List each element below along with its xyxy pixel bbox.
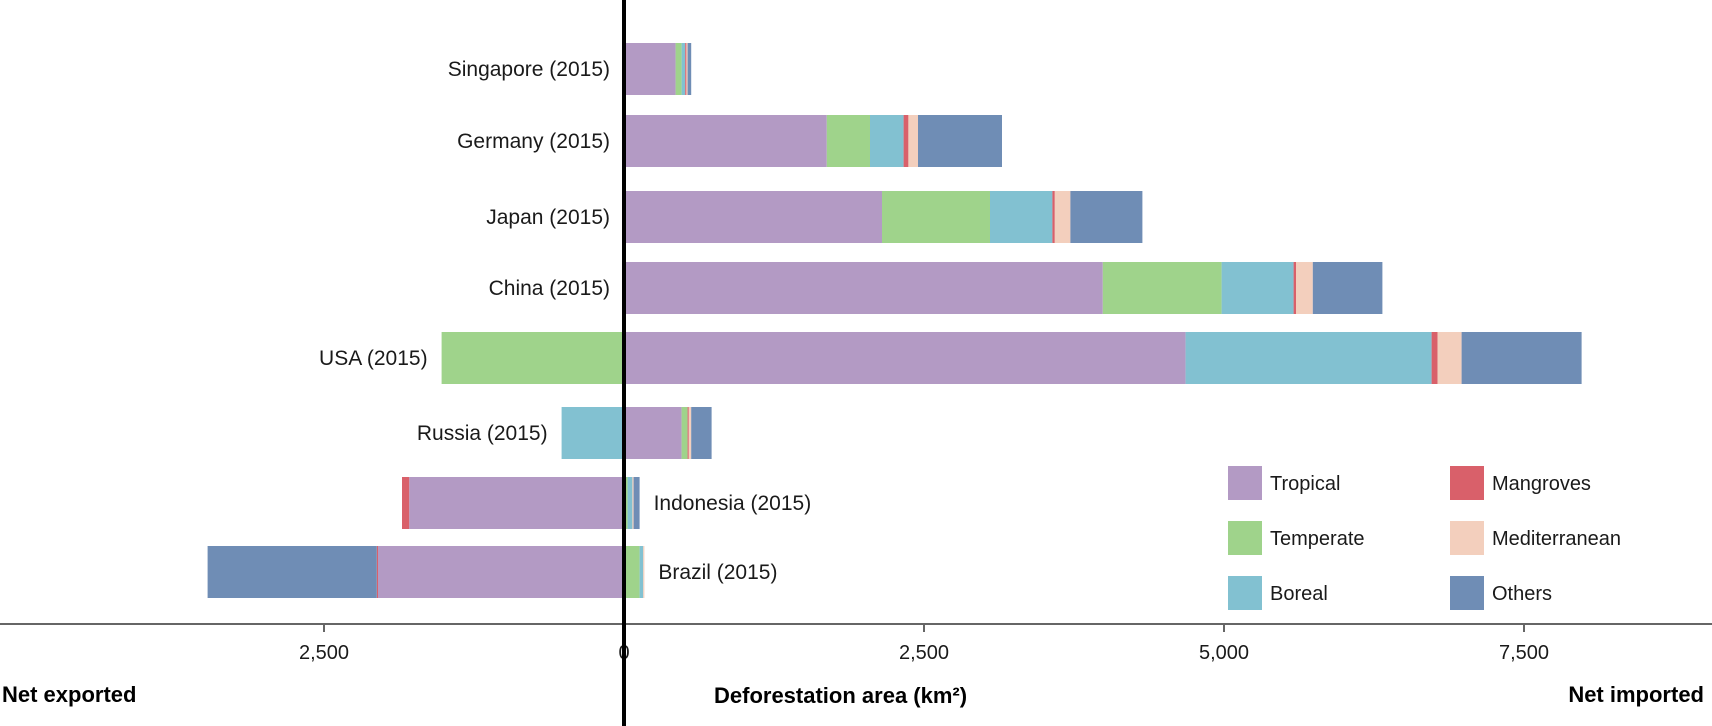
legend-label-mangroves: Mangroves xyxy=(1492,473,1591,495)
bar-japan-2015-tropical xyxy=(624,191,882,243)
bar-russia-2015-temperate xyxy=(681,407,688,459)
category-labels: Singapore (2015) Germany (2015) Japan (201… xyxy=(319,58,811,584)
bar-singapore-2015-temperate xyxy=(675,43,682,95)
x-tick-label: 2,500 xyxy=(299,642,349,664)
category-label: Brazil (2015) xyxy=(658,561,777,584)
bar-singapore-2015-others xyxy=(687,43,692,95)
x-tick-label: 2,500 xyxy=(899,642,949,664)
category-label: Russia (2015) xyxy=(417,422,548,445)
legend-label-tropical: Tropical xyxy=(1270,473,1340,495)
bar-usa-2015-boreal xyxy=(1185,332,1432,384)
bar-brazil-2015-temperate xyxy=(624,546,640,598)
bar-japan-2015-others xyxy=(1070,191,1143,243)
bar-japan-2015-mediterranean xyxy=(1054,191,1071,243)
category-label: Japan (2015) xyxy=(486,206,610,229)
bar-brazil-2015-mediterranean xyxy=(643,546,645,598)
bar-usa-2015-others xyxy=(1461,332,1582,384)
bar-singapore-2015-mediterranean xyxy=(686,43,688,95)
bar-china-2015-mangroves xyxy=(1293,262,1296,314)
bar-russia-2015-tropical xyxy=(624,407,682,459)
bar-china-2015-tropical xyxy=(624,262,1103,314)
legend-label-boreal: Boreal xyxy=(1270,583,1328,605)
bar-indonesia-2015-mangroves xyxy=(402,477,410,529)
bar-brazil-2015-tropical xyxy=(378,546,624,598)
legend-label-mediterranean: Mediterranean xyxy=(1492,528,1621,550)
bar-singapore-2015-mangroves xyxy=(685,43,687,95)
net-imported-label: Net imported xyxy=(1568,682,1704,707)
bar-usa-2015-mangroves xyxy=(1431,332,1438,384)
bar-indonesia-2015-mediterranean xyxy=(632,477,634,529)
bars-layer xyxy=(207,43,1582,598)
bar-germany-2015-boreal xyxy=(870,115,904,167)
bar-russia-2015-others xyxy=(691,407,712,459)
bar-usa-2015-mediterranean xyxy=(1437,332,1462,384)
bar-japan-2015-mangroves xyxy=(1052,191,1055,243)
bar-indonesia-2015-boreal xyxy=(627,477,633,529)
bar-brazil-2015-boreal xyxy=(639,546,644,598)
bar-china-2015-temperate xyxy=(1102,262,1222,314)
bar-japan-2015-boreal xyxy=(990,191,1053,243)
net-exported-label: Net exported xyxy=(2,682,136,707)
bar-singapore-2015-tropical xyxy=(624,43,676,95)
bar-russia-2015-mangroves xyxy=(687,407,689,459)
x-axis-title: Deforestation area (km²) xyxy=(714,683,967,708)
x-tick-label: 5,000 xyxy=(1199,642,1249,664)
bar-germany-2015-mangroves xyxy=(903,115,909,167)
bar-germany-2015-temperate xyxy=(826,115,870,167)
legend-swatch-mediterranean xyxy=(1450,521,1484,555)
bar-singapore-2015-boreal xyxy=(681,43,686,95)
legend-swatch-boreal xyxy=(1228,576,1262,610)
bar-brazil-2015-mangroves xyxy=(376,546,378,598)
category-label: Indonesia (2015) xyxy=(654,492,812,515)
legend-swatch-mangroves xyxy=(1450,466,1484,500)
bar-indonesia-2015-others xyxy=(633,477,640,529)
bar-germany-2015-mediterranean xyxy=(908,115,918,167)
bar-usa-2015-temperate xyxy=(441,332,624,384)
bar-indonesia-2015-tropical xyxy=(409,477,624,529)
x-tick-label: 7,500 xyxy=(1499,642,1549,664)
category-label: China (2015) xyxy=(489,277,610,300)
legend-swatch-temperate xyxy=(1228,521,1262,555)
bar-usa-2015-tropical xyxy=(624,332,1186,384)
bar-china-2015-others xyxy=(1312,262,1383,314)
bar-germany-2015-tropical xyxy=(624,115,827,167)
bar-china-2015-mediterranean xyxy=(1296,262,1313,314)
bar-japan-2015-temperate xyxy=(882,191,990,243)
category-label: Singapore (2015) xyxy=(448,58,610,81)
legend-label-temperate: Temperate xyxy=(1270,528,1365,550)
bar-brazil-2015-others xyxy=(207,546,377,598)
legend: Tropical Temperate Boreal Mangroves Mediterr… xyxy=(1228,466,1621,610)
category-label: Germany (2015) xyxy=(457,130,610,153)
category-label: USA (2015) xyxy=(319,347,428,370)
bar-russia-2015-boreal xyxy=(561,407,624,459)
bar-china-2015-boreal xyxy=(1221,262,1294,314)
legend-swatch-others xyxy=(1450,576,1484,610)
legend-label-others: Others xyxy=(1492,583,1552,605)
legend-swatch-tropical xyxy=(1228,466,1262,500)
bar-germany-2015-others xyxy=(918,115,1002,167)
bar-russia-2015-mediterranean xyxy=(688,407,692,459)
